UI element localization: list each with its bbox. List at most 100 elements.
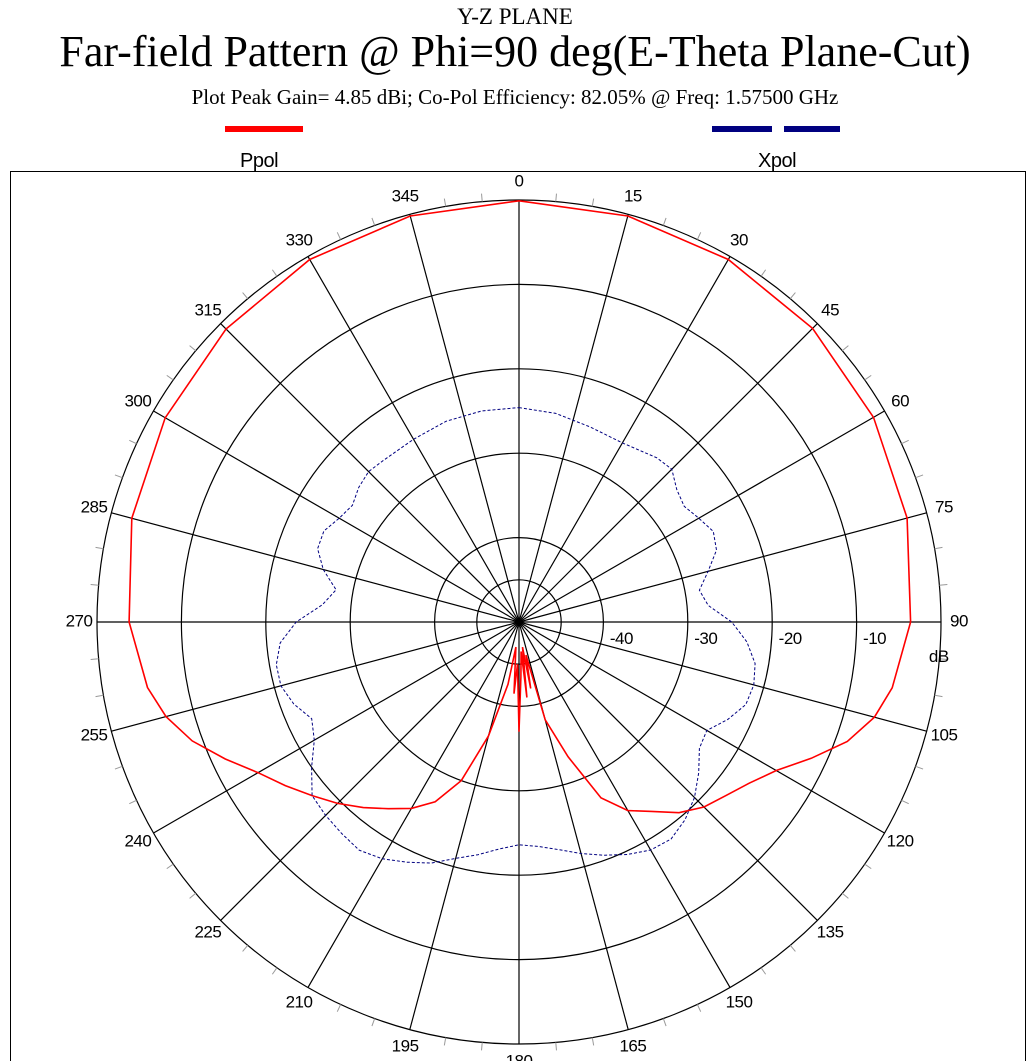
minor-tick: [95, 546, 104, 550]
angle-label-165: 165: [619, 1036, 646, 1055]
minor-tick: [789, 944, 796, 952]
angle-label-45: 45: [821, 300, 839, 319]
spoke-75: [518, 512, 927, 623]
angle-label-180: 180: [506, 1051, 533, 1061]
radial-tick-label: -20: [779, 629, 802, 648]
plot-frame: [10, 171, 1026, 1061]
chart-subtitle: Plot Peak Gain= 4.85 dBi; Co-Pol Efficie…: [191, 85, 839, 109]
spoke-165: [518, 621, 629, 1030]
angle-label-195: 195: [392, 1036, 419, 1055]
minor-tick: [555, 193, 557, 202]
minor-tick: [271, 967, 278, 975]
radial-tick-label: -30: [694, 629, 717, 648]
minor-tick: [129, 439, 137, 445]
angle-label-90: 90: [950, 611, 968, 630]
minor-tick: [760, 967, 767, 975]
minor-tick: [242, 292, 249, 300]
minor-tick: [90, 584, 99, 586]
series-xpol: [275, 407, 756, 864]
spoke-30: [518, 256, 731, 623]
minor-tick: [841, 892, 849, 899]
minor-tick: [915, 474, 924, 479]
minor-tick: [95, 694, 104, 698]
angle-label-240: 240: [124, 831, 151, 850]
minor-tick: [939, 584, 948, 586]
spoke-315: [220, 323, 520, 623]
legend-xpol-label: Xpol: [758, 150, 797, 172]
legend-xpol-swatch: [784, 126, 840, 132]
spoke-255: [111, 621, 520, 732]
minor-tick: [901, 799, 909, 805]
minor-tick: [481, 1042, 483, 1051]
minor-tick: [760, 269, 767, 277]
spoke-15: [518, 214, 629, 623]
angle-label-270: 270: [66, 611, 93, 630]
angle-label-225: 225: [194, 923, 221, 942]
minor-tick: [864, 863, 872, 870]
angle-label-60: 60: [891, 391, 909, 410]
minor-tick: [189, 345, 197, 352]
minor-tick: [934, 546, 943, 550]
angular-grid: [97, 200, 941, 1044]
spoke-120: [518, 621, 885, 834]
minor-tick: [901, 439, 909, 445]
spoke-345: [409, 214, 520, 623]
minor-tick: [841, 345, 849, 352]
angle-label-135: 135: [817, 923, 844, 942]
minor-tick: [371, 217, 376, 226]
spoke-135: [518, 621, 818, 921]
spoke-150: [518, 621, 731, 988]
minor-tick: [271, 269, 278, 277]
minor-tick: [555, 1042, 557, 1051]
minor-tick: [90, 658, 99, 660]
angle-label-75: 75: [935, 498, 953, 517]
angle-label-30: 30: [730, 230, 748, 249]
angle-labels: 0 15 30 45 60 75 90 105 120 135 150 165 180 195 210 225…: [66, 171, 969, 1061]
radial-unit-label: dB: [929, 647, 949, 666]
minor-tick: [915, 765, 924, 770]
series-ppol: [128, 200, 912, 814]
angle-label-0: 0: [515, 171, 524, 190]
minor-tick: [864, 374, 872, 381]
angle-label-15: 15: [624, 186, 642, 205]
minor-ticks: [90, 193, 948, 1051]
minor-tick: [662, 217, 667, 226]
angle-label-210: 210: [286, 993, 313, 1012]
spoke-60: [518, 410, 885, 623]
spoke-225: [220, 621, 520, 921]
spoke-300: [153, 410, 520, 623]
angle-label-255: 255: [81, 725, 108, 744]
spoke-45: [518, 323, 818, 623]
spoke-330: [307, 256, 520, 623]
minor-tick: [443, 1037, 447, 1046]
radial-tick-label: -10: [863, 629, 886, 648]
chart-title: Far-field Pattern @ Phi=90 deg(E-Theta P…: [59, 27, 971, 76]
minor-tick: [336, 232, 342, 240]
series-layer: [128, 200, 912, 864]
angle-label-105: 105: [931, 725, 958, 744]
spoke-210: [307, 621, 520, 988]
angle-label-285: 285: [81, 498, 108, 517]
angle-label-120: 120: [887, 831, 914, 850]
spoke-285: [111, 512, 520, 623]
minor-tick: [189, 892, 197, 899]
minor-tick: [591, 198, 595, 207]
radial-labels: -40 -30 -20 -10 dB: [610, 629, 949, 666]
angle-label-345: 345: [392, 186, 419, 205]
minor-tick: [696, 1004, 702, 1012]
radial-tick-label: -40: [610, 629, 633, 648]
minor-tick: [242, 944, 249, 952]
plane-title: Y-Z PLANE: [457, 4, 573, 29]
minor-tick: [371, 1018, 376, 1027]
legend-ppol-label: Ppol: [240, 150, 279, 172]
minor-tick: [114, 765, 123, 770]
minor-tick: [939, 658, 948, 660]
angle-label-300: 300: [124, 391, 151, 410]
legend-ppol-swatch: [225, 126, 303, 132]
minor-tick: [591, 1037, 595, 1046]
minor-tick: [166, 863, 174, 870]
minor-tick: [166, 374, 174, 381]
minor-tick: [934, 694, 943, 698]
angle-label-330: 330: [286, 230, 313, 249]
